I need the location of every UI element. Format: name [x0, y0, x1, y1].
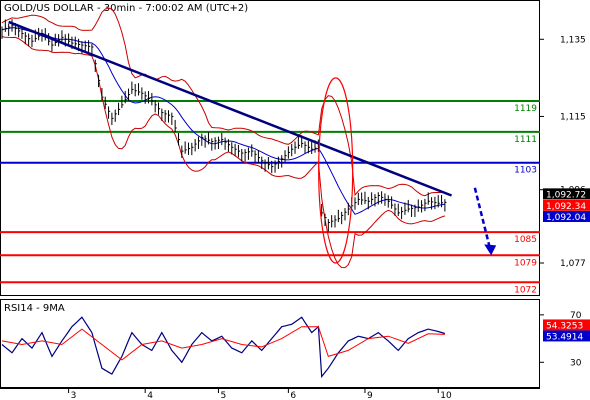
downtrend-line [8, 20, 453, 197]
x-axis-ticks: 3 4 5 6 9 10 [68, 388, 452, 400]
x-tick-label: 9 [367, 391, 373, 400]
support-resistance-levels: 1119 1111 1103 1085 1079 1072 [0, 100, 540, 295]
rsi-line [1, 316, 446, 379]
price-badge-label: 1,092.04 [546, 213, 586, 223]
rsi-badge [543, 330, 590, 342]
highlight-ellipse [318, 77, 354, 264]
price-badge-label: 1,092.72 [546, 190, 586, 200]
level-label-1072: 1072 [514, 285, 537, 295]
main-chart-title: GOLD/US DOLLAR - 30min - 7:00:02 AM (UTC… [4, 3, 248, 14]
rsi-series [1, 316, 446, 379]
rsi-badge [543, 319, 590, 331]
bollinger-lower-line [1, 36, 446, 269]
rsi-tick-label: 70 [570, 311, 582, 321]
forecast-arrow-shaft [473, 187, 492, 250]
level-label-1103: 1103 [514, 166, 537, 176]
y-tick-label: 1,135 [560, 35, 586, 45]
price-badge [543, 188, 590, 200]
main-panel-frame [0, 0, 540, 296]
moving-average-line [1, 27, 445, 215]
rsi-badge-label: 54.3253 [546, 321, 583, 331]
price-badge [543, 210, 590, 222]
rsi-ma-line [1, 326, 445, 361]
rsi-badge-label: 53.4914 [546, 332, 583, 342]
price-badge [543, 199, 590, 211]
level-label-1085: 1085 [514, 235, 537, 245]
x-tick-label: 5 [220, 391, 226, 400]
x-tick-label: 6 [290, 391, 296, 400]
bollinger-upper-line [1, 7, 445, 197]
y-tick-label: 1,115 [560, 112, 586, 122]
x-tick-label: 3 [71, 391, 77, 400]
level-label-1079: 1079 [514, 258, 537, 268]
trendline-layer [8, 20, 497, 264]
y-tick-label: 1,077 [560, 259, 586, 269]
rsi-chart-title: RSI14 - 9MA [4, 303, 65, 314]
forecast-arrow-head [484, 244, 497, 256]
level-label-1119: 1119 [514, 104, 537, 114]
level-label-1111: 1111 [514, 135, 537, 145]
price-series [1, 19, 447, 232]
x-tick-label: 4 [147, 391, 153, 400]
rsi-tick-label: 30 [570, 358, 582, 368]
price-badge-label: 1,092.34 [546, 202, 586, 212]
x-tick-label: 10 [440, 391, 452, 400]
bollinger-bands [1, 7, 446, 269]
